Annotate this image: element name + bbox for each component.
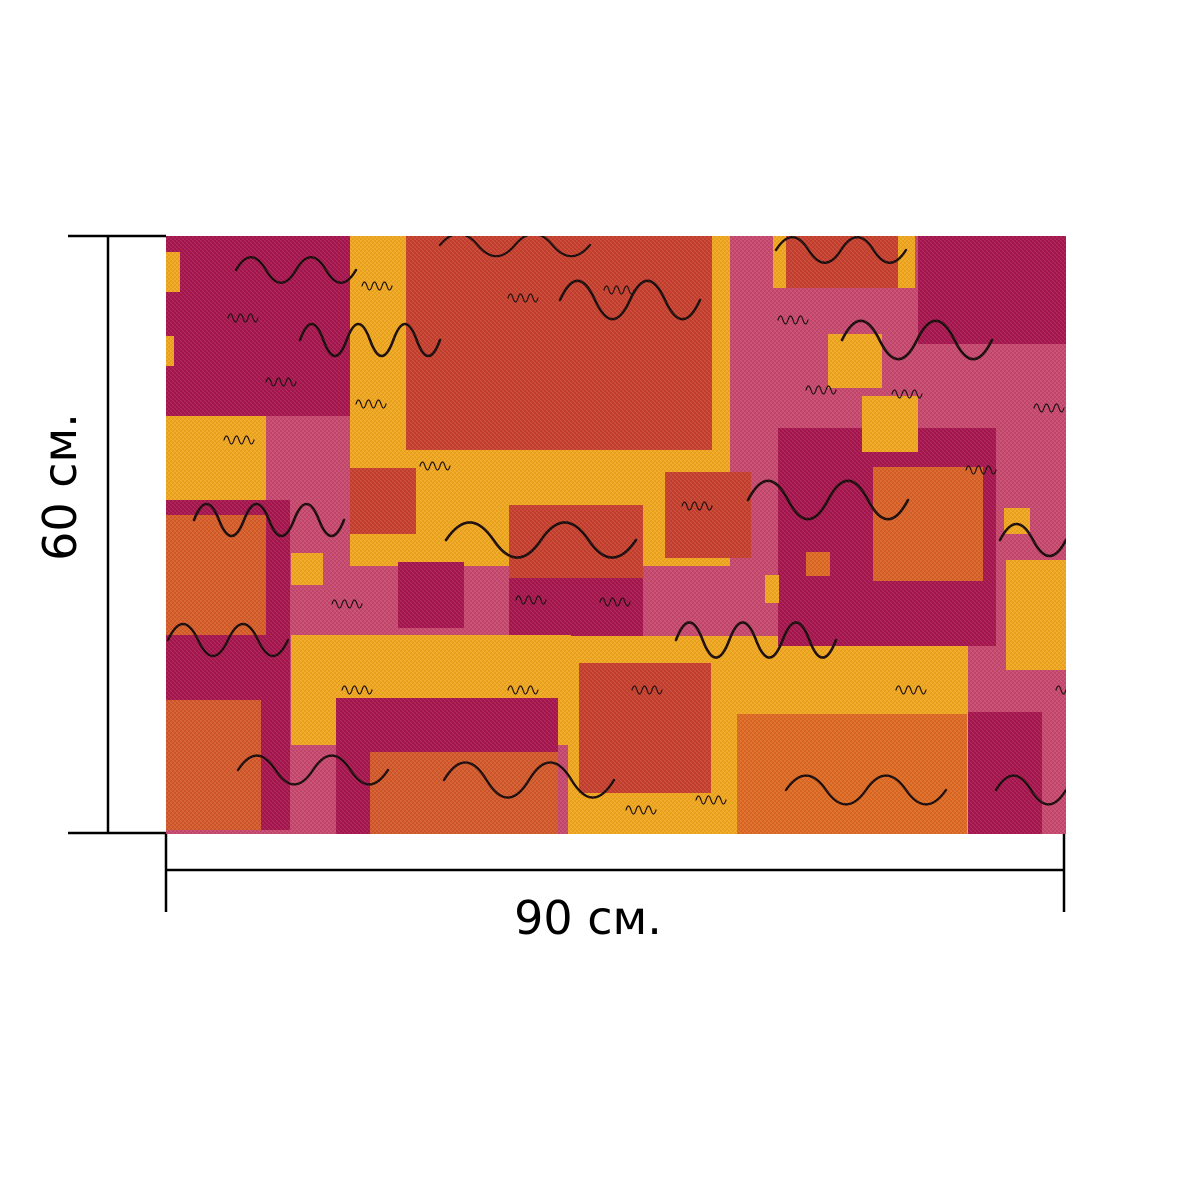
weave-texture [166,236,1066,834]
dimension-lines [68,234,1066,912]
fabric-pattern [166,236,1066,834]
height-label: 60 см. [33,413,87,561]
width-label: 90 см. [514,891,662,945]
